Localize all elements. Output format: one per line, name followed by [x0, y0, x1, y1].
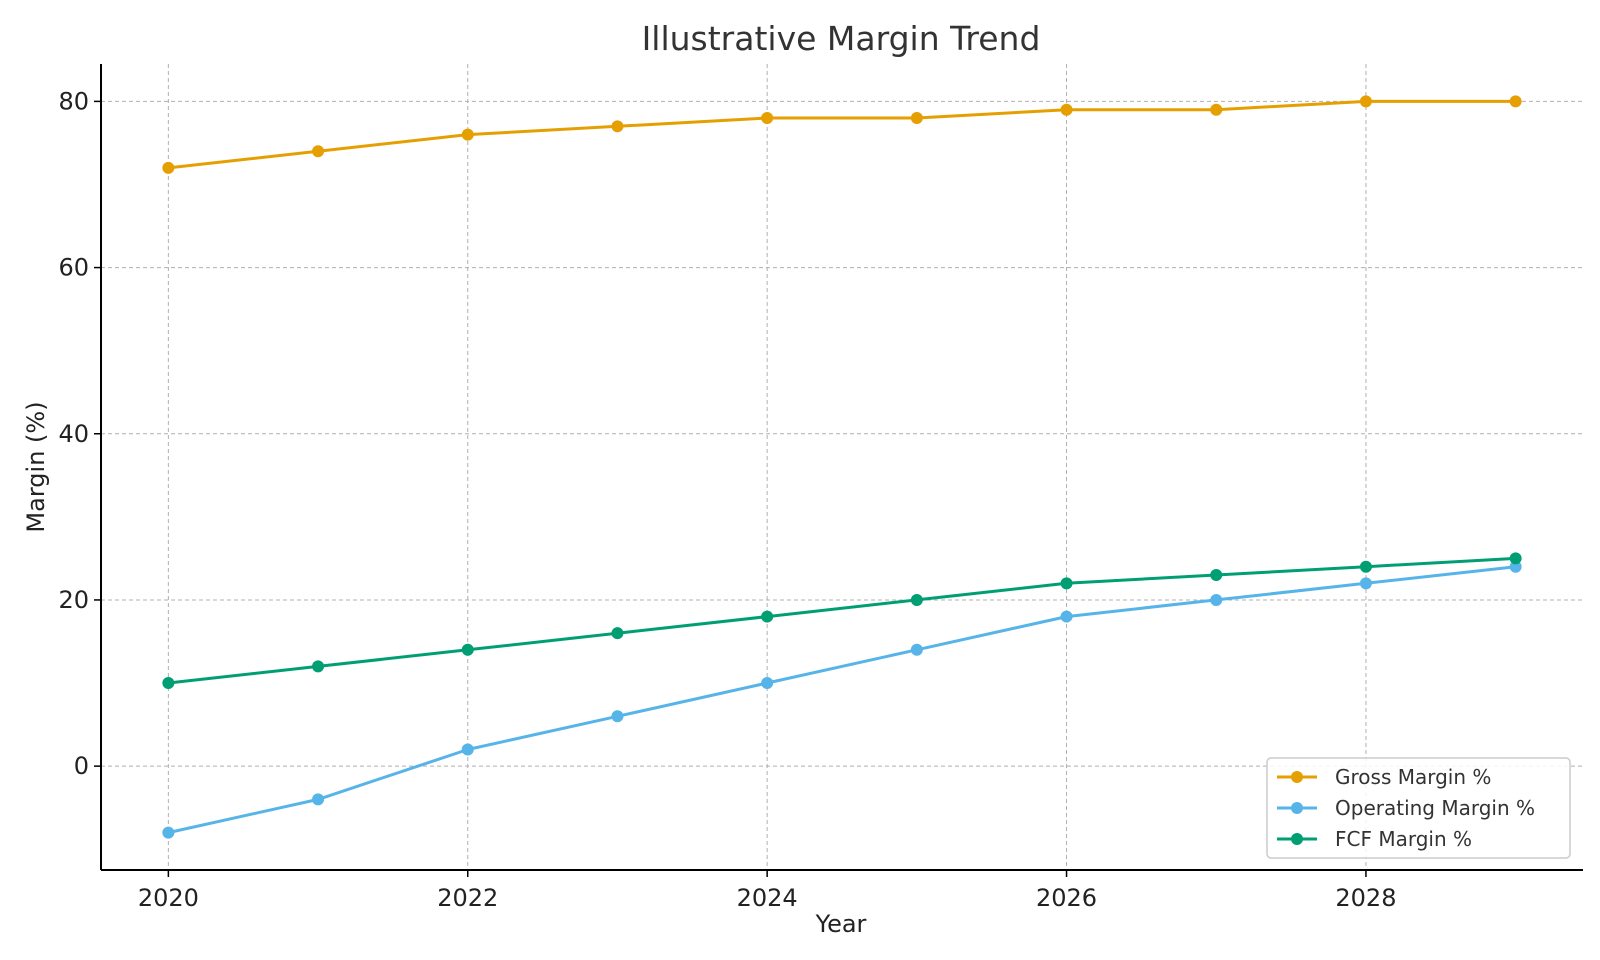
data-point	[1060, 103, 1073, 116]
data-point	[1359, 560, 1372, 573]
x-tick-label: 2026	[1036, 884, 1097, 912]
data-point	[1060, 610, 1073, 623]
data-point	[1359, 95, 1372, 108]
chart-title: Illustrative Margin Trend	[642, 19, 1041, 58]
data-point	[761, 677, 774, 690]
data-point	[611, 710, 624, 723]
legend: Gross Margin % Operating Margin % FCF Marg…	[1266, 757, 1571, 859]
y-axis-label: Margin (%)	[22, 401, 50, 532]
x-ticks: 2020 2022 2024 2026 2028	[138, 870, 1396, 912]
y-tick-label: 80	[58, 87, 89, 115]
legend-swatch-marker	[1291, 833, 1303, 845]
legend-label: FCF Margin %	[1335, 827, 1472, 851]
legend-box	[1266, 757, 1571, 859]
data-point	[1509, 552, 1522, 565]
y-tick-label: 20	[58, 586, 89, 614]
series-line	[168, 99, 1516, 170]
legend-label: Gross Margin %	[1335, 765, 1491, 789]
legend-label: Operating Margin %	[1335, 796, 1535, 820]
data-point	[1509, 560, 1522, 573]
data-point	[1060, 577, 1073, 590]
x-tick-label: 2022	[437, 884, 498, 912]
data-point	[312, 793, 325, 806]
data-point	[910, 112, 923, 125]
y-tick-label: 0	[74, 752, 89, 780]
data-point	[910, 593, 923, 606]
data-point	[611, 627, 624, 640]
data-point	[1509, 95, 1522, 108]
grid	[101, 64, 1583, 870]
data-point	[162, 826, 175, 839]
data-point	[461, 128, 474, 141]
data-point	[162, 677, 175, 690]
data-point	[461, 643, 474, 656]
data-point	[1210, 569, 1223, 582]
data-point	[910, 643, 923, 656]
data-point	[1359, 577, 1372, 590]
y-tick-label: 40	[58, 420, 89, 448]
data-point	[761, 112, 774, 125]
data-point	[611, 120, 624, 133]
x-tick-label: 2020	[138, 884, 199, 912]
y-ticks: 0 20 40 60 80	[58, 87, 101, 780]
data-point	[162, 161, 175, 174]
series-line	[168, 556, 1516, 685]
data-point	[1210, 593, 1223, 606]
series-line	[168, 565, 1516, 835]
data-point	[1210, 103, 1223, 116]
legend-swatch-marker	[1291, 771, 1303, 783]
series-layer	[162, 95, 1522, 839]
data-point	[312, 660, 325, 673]
data-point	[761, 610, 774, 623]
x-axis-label: Year	[815, 910, 867, 938]
x-tick-label: 2028	[1335, 884, 1396, 912]
data-point	[461, 743, 474, 756]
x-tick-label: 2024	[737, 884, 798, 912]
y-tick-label: 60	[58, 254, 89, 282]
axes	[100, 64, 1583, 871]
legend-swatch-marker	[1291, 802, 1303, 814]
data-point	[312, 145, 325, 158]
